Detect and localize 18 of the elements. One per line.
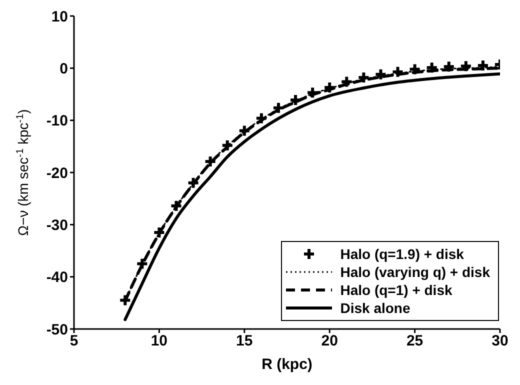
y-tick-label: 10 bbox=[51, 8, 68, 26]
x-axis-title: R (kpc) bbox=[262, 356, 312, 373]
legend-label: Halo (q=1) + disk bbox=[340, 281, 452, 299]
y-tick-label: -10 bbox=[46, 112, 68, 130]
x-tick-label: 10 bbox=[150, 332, 168, 350]
x-tick-label: 30 bbox=[492, 332, 508, 350]
y-tick-label: -30 bbox=[46, 216, 68, 234]
legend-label: Halo (q=1.9) + disk bbox=[340, 245, 464, 263]
x-tick-label: 5 bbox=[70, 332, 78, 350]
legend-label: Halo (varying q) + disk bbox=[340, 263, 490, 281]
y-tick-label: -40 bbox=[46, 269, 68, 286]
x-tick-label: 15 bbox=[236, 332, 253, 350]
y-tick-label: -50 bbox=[46, 321, 68, 338]
x-tick-label: 25 bbox=[406, 332, 424, 350]
y-tick-label: -20 bbox=[46, 164, 68, 182]
legend-label: Disk alone bbox=[340, 299, 410, 317]
x-tick-label: 20 bbox=[321, 332, 338, 350]
y-tick-label: 0 bbox=[60, 60, 68, 78]
